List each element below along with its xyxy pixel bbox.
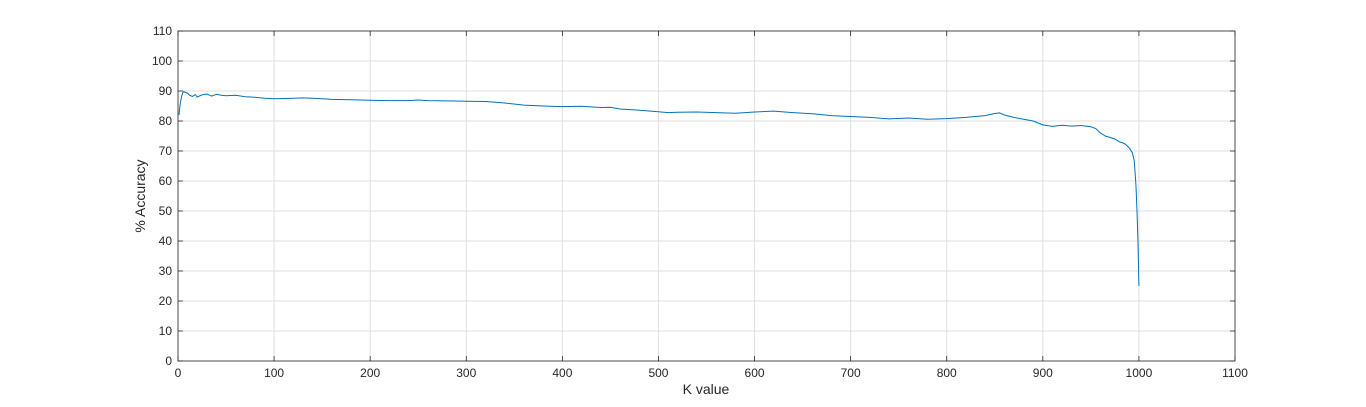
x-tick-label: 1000 <box>1126 366 1153 380</box>
y-tick-labels: 0 10 20 30 40 50 60 70 80 90 100 110 <box>152 24 172 368</box>
x-tick-label: 800 <box>937 366 957 380</box>
x-tick-label: 0 <box>175 366 182 380</box>
x-tick-label: 100 <box>264 366 284 380</box>
x-tick-label: 600 <box>745 366 765 380</box>
x-tick-label: 400 <box>552 366 572 380</box>
accuracy-line <box>178 91 1140 287</box>
y-tick-label: 100 <box>152 54 172 68</box>
y-tick-label: 60 <box>159 174 173 188</box>
x-tick-labels: 0 100 200 300 400 500 600 700 800 900 1000 1100 <box>175 366 1249 380</box>
y-tick-label: 10 <box>159 324 173 338</box>
plot-frame <box>177 30 1236 362</box>
plot-area <box>178 31 1235 361</box>
x-tick-label: 500 <box>648 366 668 380</box>
x-tick-label: 700 <box>841 366 861 380</box>
y-tick-label: 50 <box>159 204 173 218</box>
y-tick-label: 110 <box>153 24 172 38</box>
y-tick-label: 20 <box>159 294 173 308</box>
x-axis-label: K value <box>683 381 730 397</box>
y-tick-label: 70 <box>159 144 173 158</box>
x-tick-label: 1100 <box>1222 366 1248 380</box>
y-tick-label: 0 <box>165 354 172 368</box>
y-tick-label: 80 <box>159 114 173 128</box>
x-tick-label: 900 <box>1033 366 1053 380</box>
x-tick-label: 300 <box>456 366 476 380</box>
y-tick-label: 90 <box>159 84 173 98</box>
y-tick-label: 30 <box>159 264 173 278</box>
y-axis-label: % Accuracy <box>132 159 148 232</box>
x-tick-label: 200 <box>360 366 380 380</box>
y-tick-label: 40 <box>159 234 173 248</box>
